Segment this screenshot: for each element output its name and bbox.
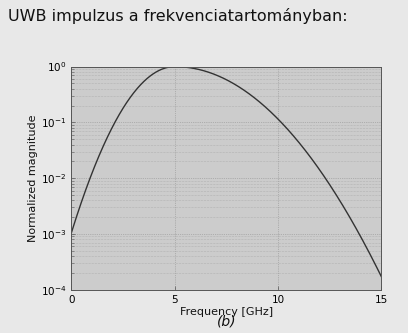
Y-axis label: Normalized magnitude: Normalized magnitude bbox=[28, 115, 38, 242]
Text: UWB impulzus a frekvenciatartományban:: UWB impulzus a frekvenciatartományban: bbox=[8, 8, 348, 24]
Text: (b): (b) bbox=[217, 314, 236, 328]
X-axis label: Frequency [GHz]: Frequency [GHz] bbox=[180, 307, 273, 317]
